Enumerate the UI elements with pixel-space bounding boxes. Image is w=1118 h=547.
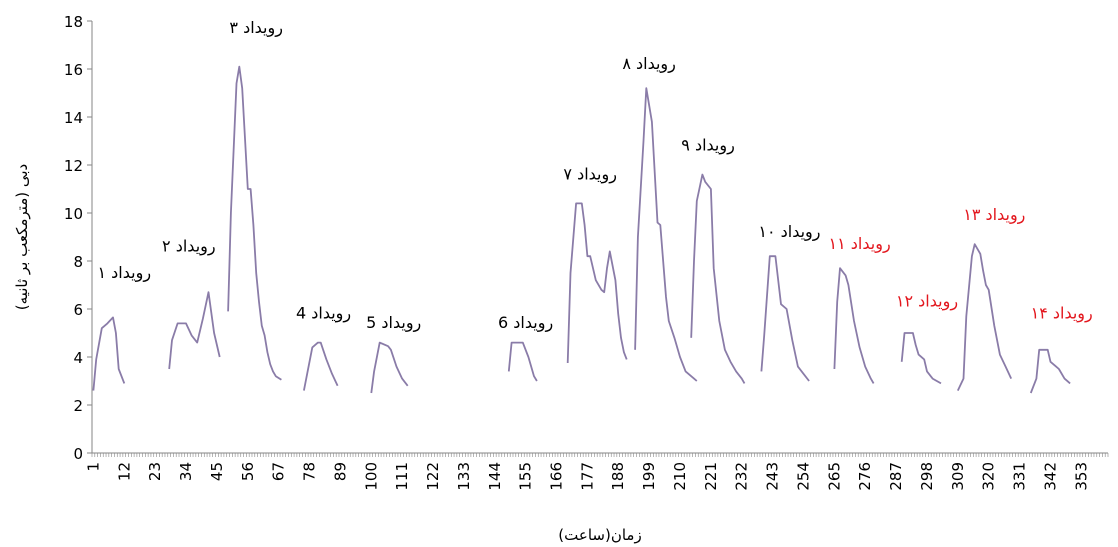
y-tick-label: 4	[73, 349, 83, 367]
event-label: رویداد 6	[498, 313, 553, 333]
event-label: رویداد 4	[296, 304, 351, 324]
x-tick-label: 221	[702, 462, 720, 491]
event-label: رویداد ۱۴	[1031, 304, 1093, 324]
y-tick-label: 12	[64, 157, 83, 175]
x-tick-label: 265	[825, 462, 843, 491]
x-tick-label: 177	[578, 462, 596, 491]
x-tick-label: 188	[609, 462, 627, 491]
event-label: رویداد ۱	[97, 263, 151, 283]
event-hydrograph-3	[227, 65, 282, 381]
event-label: رویداد ۱۳	[963, 205, 1025, 225]
x-tick-label: 309	[949, 462, 967, 491]
x-tick-label: 342	[1041, 462, 1059, 491]
x-tick-label: 232	[733, 462, 751, 491]
event-hydrograph-2	[168, 291, 221, 370]
x-tick-label: 144	[486, 462, 504, 491]
y-tick-label: 0	[73, 445, 83, 463]
x-tick-label: 298	[918, 462, 936, 491]
event-hydrograph-4	[303, 341, 339, 391]
event-label: رویداد ۷	[563, 164, 617, 184]
y-tick-label: 2	[73, 397, 83, 415]
x-tick-label: 67	[270, 462, 288, 481]
x-tick-label: 254	[794, 462, 812, 491]
event-hydrograph-1	[92, 316, 126, 391]
x-tick-label: 243	[764, 462, 782, 491]
y-tick-label: 18	[64, 13, 83, 31]
x-tick-label: 34	[177, 462, 195, 481]
x-tick-label: 122	[424, 462, 442, 491]
x-tick-label: 100	[362, 462, 380, 491]
x-tick-label: 331	[1011, 462, 1029, 491]
series-layer	[92, 65, 1071, 394]
x-tick-label: 1	[84, 462, 102, 472]
x-tick-label: 111	[393, 462, 411, 491]
y-tick-label: 10	[64, 205, 83, 223]
event-label: رویداد ۱۲	[896, 292, 958, 312]
y-tick-label: 16	[64, 61, 83, 79]
event-label: رویداد ۲	[162, 236, 216, 256]
chart-axes: 0 2 4 6 8 10 12 14 16 18 1 12 23 34 45 56 67 78 89 100 111 12…	[64, 13, 1109, 491]
y-tick-label: 14	[64, 109, 83, 127]
x-tick-label: 199	[640, 462, 658, 491]
event-label: رویداد ۹	[681, 136, 735, 156]
event-label: رویداد ۸	[622, 54, 676, 74]
event-hydrograph-11	[833, 267, 875, 384]
event-hydrograph-10	[760, 255, 810, 382]
x-tick-label: 56	[239, 462, 257, 481]
x-tick-label: 287	[887, 462, 905, 491]
event-label: رویداد 5	[366, 313, 421, 333]
event-label: رویداد ۱۰	[758, 222, 820, 242]
y-tick-label: 6	[73, 301, 83, 319]
x-tick-label: 353	[1072, 462, 1090, 491]
event-hydrograph-14	[1029, 348, 1071, 394]
event-hydrograph-6	[507, 341, 538, 382]
x-tick-label: 45	[208, 462, 226, 481]
x-tick-label: 276	[856, 462, 874, 491]
x-tick-label: 89	[331, 462, 349, 481]
event-hydrograph-8	[634, 87, 698, 382]
x-axis-title: زمان(ساعت)	[558, 526, 641, 544]
x-tick-label: 78	[301, 462, 319, 481]
x-tick-label: 155	[517, 462, 535, 491]
x-tick-label: 12	[115, 462, 133, 481]
event-hydrograph-13	[956, 243, 1013, 391]
event-hydrograph-9	[690, 173, 746, 384]
x-tick-label: 320	[980, 462, 998, 491]
event-hydrograph-5	[370, 341, 409, 394]
y-tick-label: 8	[73, 253, 83, 271]
x-tick-label: 210	[671, 462, 689, 491]
y-axis-title: دبی (مترمکعب بر ثانیه)	[13, 164, 31, 310]
event-label: رویداد ۱۱	[829, 234, 891, 254]
event-labels: رویداد ۱ رویداد ۲ رویداد ۳ رویداد 4 رویداد 5…	[97, 18, 1092, 333]
event-hydrograph-7	[566, 202, 628, 364]
event-label: رویداد ۳	[229, 18, 283, 38]
x-tick-label: 23	[146, 462, 164, 481]
event-hydrograph-12	[900, 332, 942, 385]
x-tick-label: 166	[547, 462, 565, 491]
x-tick-label: 133	[455, 462, 473, 491]
